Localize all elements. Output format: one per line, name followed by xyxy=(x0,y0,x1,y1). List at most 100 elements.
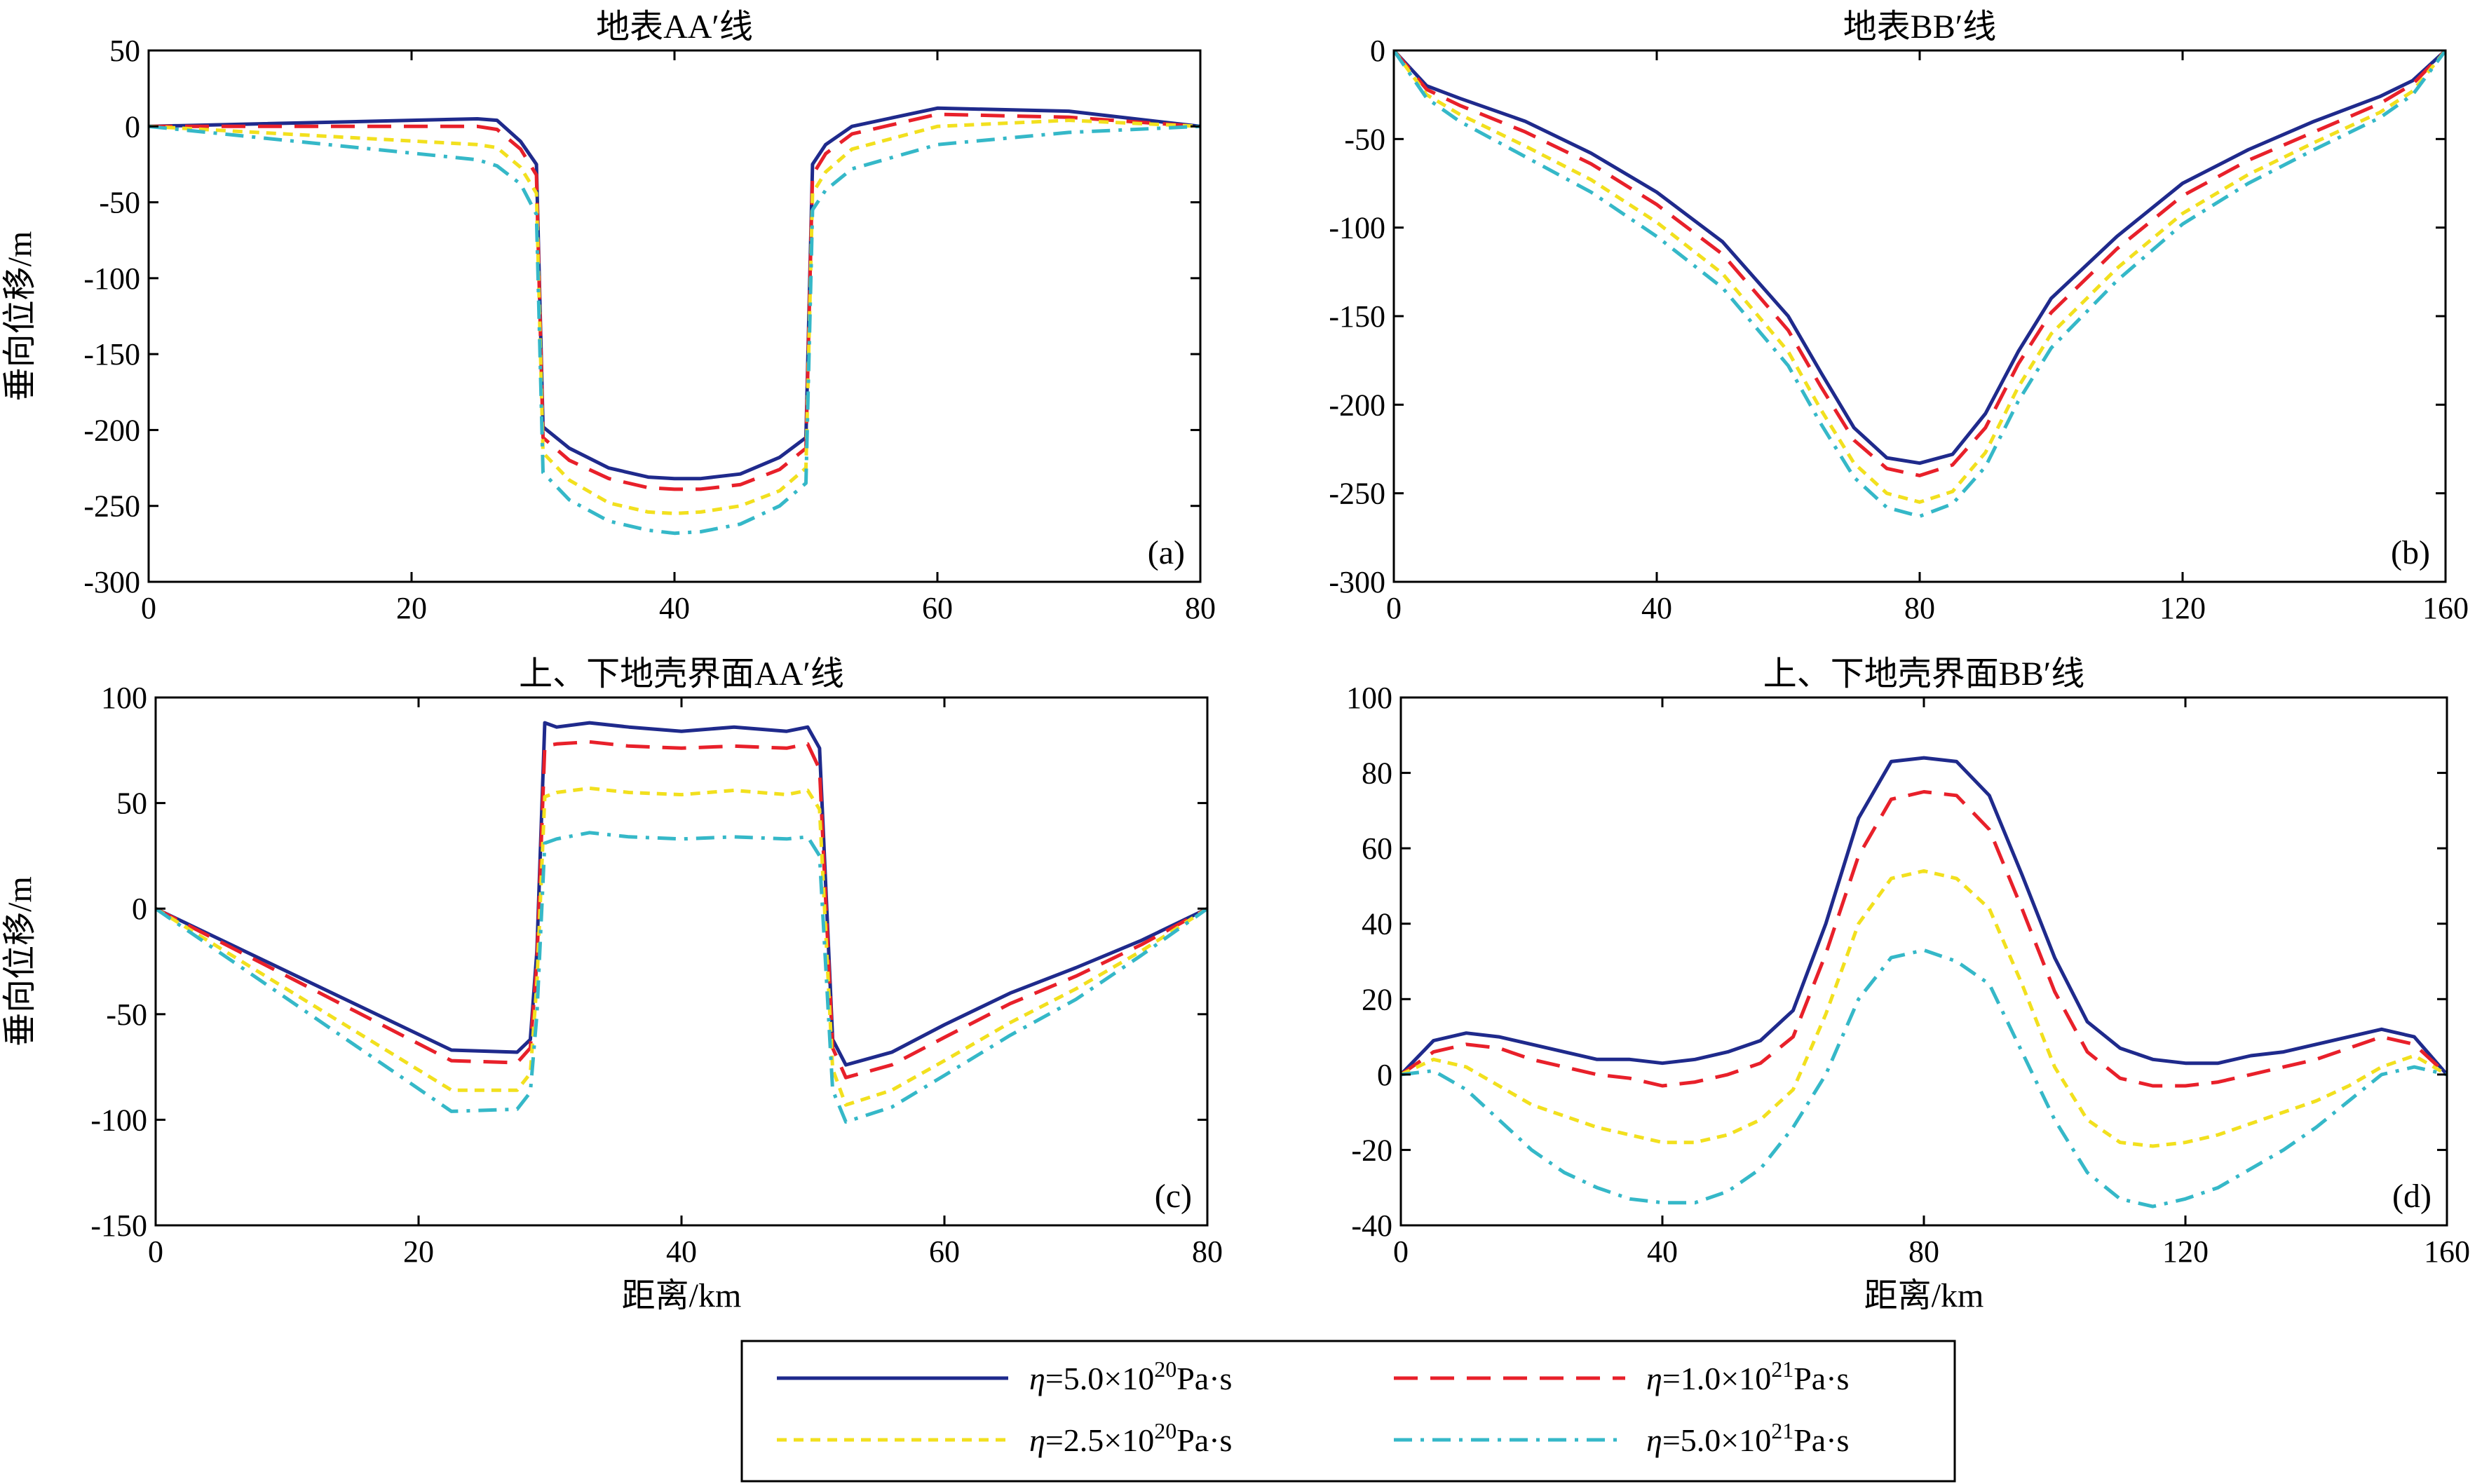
x-tick-label: 160 xyxy=(2424,1234,2470,1269)
series-line-2 xyxy=(149,118,1200,515)
plot-frame xyxy=(147,49,1202,583)
legend-label: η=2.5×1020Pa·s xyxy=(1029,1418,1232,1458)
x-tick-label: 0 xyxy=(141,591,156,625)
y-tick-label: 0 xyxy=(1377,1058,1392,1092)
chart-title: 上、下地壳界面AA′线 xyxy=(519,655,844,693)
x-tick-label: 20 xyxy=(403,1234,434,1269)
y-tick-label: -300 xyxy=(1329,565,1385,599)
y-tick-label: -150 xyxy=(1329,299,1385,334)
x-tick-label: 40 xyxy=(1641,591,1672,625)
y-tick-label: -100 xyxy=(1329,211,1385,245)
legend-item-0: η=5.0×1020Pa·s xyxy=(777,1356,1232,1396)
panel-label: (d) xyxy=(2392,1178,2432,1215)
y-tick-label: 100 xyxy=(101,681,147,715)
y-tick-label: 80 xyxy=(1362,756,1392,791)
y-tick-label: -100 xyxy=(83,261,140,296)
series-group xyxy=(1394,50,2446,518)
x-tick-label: 40 xyxy=(666,1234,697,1269)
series-line-2 xyxy=(1401,869,2447,1148)
series-line-0 xyxy=(1401,756,2447,1076)
y-tick-label: -40 xyxy=(1351,1209,1392,1243)
y-axis-label: 垂向位移/m xyxy=(1,876,39,1047)
series-line-2 xyxy=(1394,50,2446,504)
series-line-0 xyxy=(1394,50,2446,465)
panel-label: (a) xyxy=(1148,534,1185,571)
legend-item-2: η=2.5×1020Pa·s xyxy=(777,1418,1232,1458)
y-tick-label: -300 xyxy=(83,565,140,599)
chart-panel-3: 0 40 80 120 160 100 80 60 40 20 0 -20 -40 上、下地壳界面BB′线… xyxy=(1346,655,2470,1314)
x-tick-label: 80 xyxy=(1904,591,1935,625)
series-line-1 xyxy=(1401,790,2447,1088)
series-line-3 xyxy=(1394,50,2446,518)
y-tick-label: 50 xyxy=(116,787,147,821)
x-tick-label: 60 xyxy=(929,1234,960,1269)
y-tick-label: -150 xyxy=(83,337,140,372)
y-tick-label: 0 xyxy=(1370,34,1385,68)
y-tick-label: -50 xyxy=(1344,122,1385,156)
panel-label: (c) xyxy=(1155,1178,1192,1215)
chart-title: 上、下地壳界面BB′线 xyxy=(1763,655,2085,693)
x-tick-label: 80 xyxy=(1192,1234,1223,1269)
series-group xyxy=(156,721,1207,1124)
y-tick-label: -150 xyxy=(90,1209,147,1243)
y-tick-label: 60 xyxy=(1362,831,1392,866)
y-tick-label: -200 xyxy=(83,413,140,447)
legend-items: η=5.0×1020Pa·s η=1.0×1021Pa·s η=2.5×1020Pa… xyxy=(777,1356,1849,1458)
series-line-3 xyxy=(149,124,1200,536)
plot-frame xyxy=(154,696,1209,1227)
series-group xyxy=(149,106,1200,536)
x-tick-label: 120 xyxy=(2159,591,2206,625)
x-tick-label: 20 xyxy=(396,591,427,625)
series-line-1 xyxy=(156,740,1207,1080)
x-tick-label: 0 xyxy=(148,1234,163,1269)
chart-panel-2: 0 20 40 60 80 100 50 0 -50 -100 -150 上、下地壳界面AA′线 (c)… xyxy=(1,655,1223,1314)
y-tick-label: -20 xyxy=(1351,1133,1392,1167)
chart-panel-0: 0 20 40 60 80 50 0 -50 -100 -150 -200 -250 -300 地表AA′… xyxy=(1,8,1216,625)
x-axis-label: 距离/km xyxy=(1864,1277,1984,1314)
y-tick-label: 100 xyxy=(1346,681,1392,715)
y-tick-label: 0 xyxy=(132,892,147,926)
x-tick-label: 40 xyxy=(659,591,690,625)
legend: η=5.0×1020Pa·s η=1.0×1021Pa·s η=2.5×1020Pa… xyxy=(740,1340,1956,1483)
legend-box xyxy=(740,1340,1956,1483)
legend-label: η=5.0×1020Pa·s xyxy=(1029,1356,1232,1396)
legend-label: η=5.0×1021Pa·s xyxy=(1646,1418,1849,1458)
x-tick-label: 0 xyxy=(1386,591,1402,625)
y-tick-label: -250 xyxy=(1329,477,1385,511)
x-tick-label: 60 xyxy=(922,591,953,625)
x-tick-label: 80 xyxy=(1185,591,1216,625)
y-axis-label: 垂向位移/m xyxy=(1,231,39,402)
y-tick-label: -50 xyxy=(106,998,147,1032)
series-line-3 xyxy=(1401,948,2447,1209)
series-line-1 xyxy=(1394,50,2446,477)
y-tick-label: -250 xyxy=(83,489,140,524)
series-line-0 xyxy=(149,106,1200,481)
y-tick-label: 0 xyxy=(125,109,140,144)
x-tick-label: 120 xyxy=(2162,1234,2209,1269)
series-line-0 xyxy=(156,721,1207,1067)
y-tick-label: -200 xyxy=(1329,388,1385,422)
chart-title: 地表AA′线 xyxy=(596,8,753,46)
x-tick-label: 0 xyxy=(1393,1234,1409,1269)
x-axis-label: 距离/km xyxy=(622,1277,742,1314)
chart-panels: 0 20 40 60 80500-50-100-150-200-250-300地表AA′… xyxy=(1,8,2470,1314)
series-line-1 xyxy=(149,112,1200,491)
x-tick-label: 40 xyxy=(1647,1234,1678,1269)
y-tick-label: 40 xyxy=(1362,907,1392,941)
series-group xyxy=(1401,756,2447,1209)
chart-title: 地表BB′线 xyxy=(1843,8,1997,46)
legend-item-3: η=5.0×1021Pa·s xyxy=(1394,1418,1849,1458)
series-line-3 xyxy=(156,831,1207,1124)
chart-panel-1: 0 40 80 120 160 0 -50 -100 -150 -200 -250 -300 地表BB′… xyxy=(1329,8,2469,625)
y-tick-label: -100 xyxy=(90,1103,147,1137)
y-tick-label: 20 xyxy=(1362,982,1392,1016)
x-tick-label: 160 xyxy=(2422,591,2469,625)
x-tick-label: 80 xyxy=(1908,1234,1939,1269)
y-tick-label: 50 xyxy=(109,34,140,68)
legend-item-1: η=1.0×1021Pa·s xyxy=(1394,1356,1849,1396)
series-line-2 xyxy=(156,787,1207,1107)
legend-label: η=1.0×1021Pa·s xyxy=(1646,1356,1849,1396)
panel-label: (b) xyxy=(2391,534,2430,571)
y-tick-label: -50 xyxy=(99,186,140,220)
